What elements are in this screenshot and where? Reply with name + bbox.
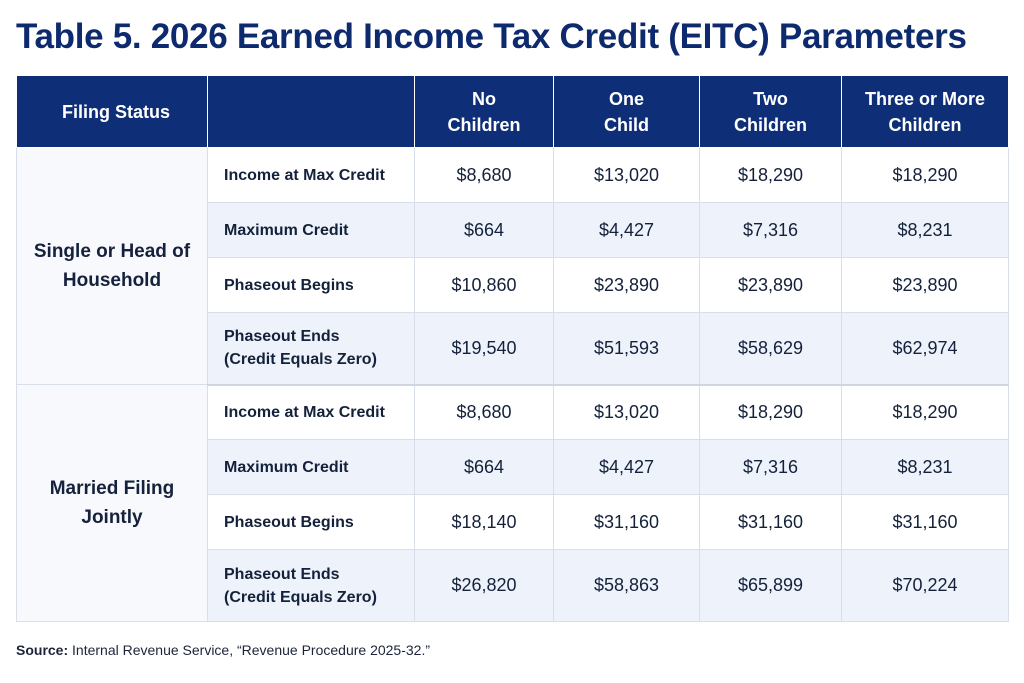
value-cell: $4,427 (553, 439, 700, 495)
header-line: Children (447, 114, 521, 135)
value-cell: $65,899 (699, 549, 842, 622)
table-row: Married Filing Jointly Income at Max Cre… (16, 384, 1009, 622)
table-row: Phaseout Begins $18,140 $31,160 $31,160 … (17, 494, 1009, 550)
param-line: Income at Max Credit (224, 166, 385, 184)
param-line: (Credit Equals Zero) (224, 588, 377, 606)
value-cell: $31,160 (553, 494, 700, 550)
value-cell: $664 (414, 202, 554, 258)
value-cell: $18,290 (841, 147, 1009, 203)
eitc-parameters-table: Filing Status No Children One Child Two … (16, 75, 1009, 622)
status-line: Married Filing (49, 478, 175, 499)
header-three-or-more-children: Three or More Children (841, 75, 1009, 148)
source-text: Internal Revenue Service, “Revenue Proce… (68, 642, 430, 658)
value-cell: $664 (414, 439, 554, 495)
param-line: (Credit Equals Zero) (224, 351, 377, 369)
value-cell: $18,290 (699, 384, 842, 440)
param-line: Maximum Credit (224, 221, 349, 239)
filing-status-married-jointly: Married Filing Jointly (16, 384, 208, 622)
param-line: Income at Max Credit (224, 403, 385, 421)
header-line: Children (888, 114, 962, 135)
status-line: Household (62, 270, 162, 291)
status-line: Jointly (81, 507, 143, 528)
table-header-row: Filing Status No Children One Child Two … (16, 75, 1009, 148)
value-cell: $13,020 (553, 384, 700, 440)
value-cell: $4,427 (553, 202, 700, 258)
header-no-children: No Children (414, 75, 554, 148)
param-label: Phaseout Begins (207, 494, 415, 550)
header-line: Three or More (864, 88, 986, 109)
value-cell: $8,231 (841, 439, 1009, 495)
param-label: Phaseout Ends (Credit Equals Zero) (207, 312, 415, 386)
value-cell: $26,820 (414, 549, 554, 622)
table-row: Maximum Credit $664 $4,427 $7,316 $8,231 (17, 202, 1009, 258)
value-cell: $58,629 (699, 312, 842, 386)
value-cell: $7,316 (699, 439, 842, 495)
table-row: Single or Head of Household Income at Ma… (16, 147, 1009, 385)
table-row: Maximum Credit $664 $4,427 $7,316 $8,231 (17, 439, 1009, 495)
header-line: No (472, 88, 496, 109)
value-cell: $51,593 (553, 312, 700, 386)
value-cell: $8,680 (414, 384, 554, 440)
table-row: Phaseout Ends (Credit Equals Zero) $19,5… (17, 312, 1009, 386)
table-row: Phaseout Begins $10,860 $23,890 $23,890 … (17, 257, 1009, 313)
header-parameter (207, 75, 415, 148)
value-cell: $13,020 (553, 147, 700, 203)
value-cell: $23,890 (553, 257, 700, 313)
param-line: Phaseout Begins (224, 513, 354, 531)
param-label: Maximum Credit (207, 202, 415, 258)
value-cell: $8,680 (414, 147, 554, 203)
value-cell: $19,540 (414, 312, 554, 386)
value-cell: $31,160 (699, 494, 842, 550)
source-label: Source: (16, 642, 69, 658)
value-cell: $70,224 (841, 549, 1009, 622)
value-cell: $10,860 (414, 257, 554, 313)
param-line: Maximum Credit (224, 458, 349, 476)
value-cell: $58,863 (553, 549, 700, 622)
status-line: Single or Head of (33, 241, 191, 262)
source-note: Source: Internal Revenue Service, “Reven… (16, 642, 430, 658)
param-line: Phaseout Ends (224, 565, 340, 583)
param-label: Phaseout Ends (Credit Equals Zero) (207, 549, 415, 622)
value-cell: $23,890 (699, 257, 842, 313)
header-one-child: One Child (553, 75, 700, 148)
param-line: Phaseout Begins (224, 276, 354, 294)
param-line: Phaseout Ends (224, 328, 340, 346)
header-line: Children (733, 114, 807, 135)
value-cell: $23,890 (841, 257, 1009, 313)
header-line: Child (604, 114, 649, 135)
value-cell: $31,160 (841, 494, 1009, 550)
value-cell: $62,974 (841, 312, 1009, 386)
param-label: Maximum Credit (207, 439, 415, 495)
page-title: Table 5. 2026 Earned Income Tax Credit (… (16, 17, 967, 56)
param-label: Phaseout Begins (207, 257, 415, 313)
header-filing-status: Filing Status (16, 75, 208, 148)
header-line: Two (753, 88, 788, 109)
value-cell: $18,290 (841, 384, 1009, 440)
header-two-children: Two Children (699, 75, 842, 148)
value-cell: $18,290 (699, 147, 842, 203)
value-cell: $8,231 (841, 202, 1009, 258)
param-label: Income at Max Credit (207, 384, 415, 440)
table-row: Phaseout Ends (Credit Equals Zero) $26,8… (17, 549, 1009, 622)
value-cell: $18,140 (414, 494, 554, 550)
value-cell: $7,316 (699, 202, 842, 258)
param-label: Income at Max Credit (207, 147, 415, 203)
filing-status-single-hoh: Single or Head of Household (16, 147, 208, 385)
header-line: One (608, 88, 644, 109)
